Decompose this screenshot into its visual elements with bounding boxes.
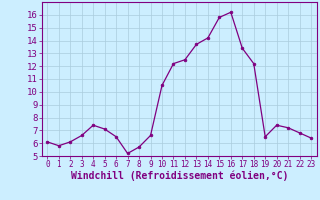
X-axis label: Windchill (Refroidissement éolien,°C): Windchill (Refroidissement éolien,°C) (70, 171, 288, 181)
